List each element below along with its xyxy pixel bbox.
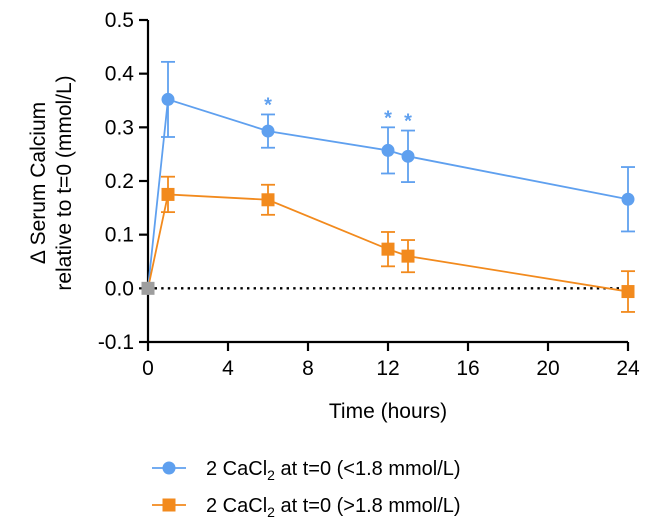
x-tick-label: 4 [222, 357, 234, 380]
x-tick-label: 0 [142, 357, 154, 380]
significance-star: * [384, 107, 392, 129]
data-point [161, 92, 175, 106]
legend: 2 CaCl2 at t=0 (<1.8 mmol/L) 2 CaCl2 at t… [152, 458, 461, 520]
legend-label: 2 CaCl2 at t=0 (<1.8 mmol/L) [206, 458, 461, 483]
y-tick-label: 0.1 [105, 224, 134, 247]
y-tick-label: 0.4 [105, 63, 135, 86]
data-point [381, 242, 395, 256]
x-tick-label: 12 [376, 357, 399, 380]
data-point [621, 285, 635, 299]
data-point [401, 249, 415, 263]
series-line [147, 98, 629, 289]
y-tick-label: 0.3 [105, 116, 134, 139]
y-tick-label: 0.2 [105, 170, 134, 193]
data-point [261, 124, 275, 138]
series-2 [141, 175, 635, 313]
series-line [147, 193, 629, 293]
x-tick-label: 24 [616, 357, 640, 380]
data-point [141, 281, 155, 295]
x-tick-label: 20 [536, 357, 559, 380]
y-tick-label: 0.0 [105, 277, 134, 300]
series-layer: * * * [141, 60, 635, 313]
y-axis-title: Δ Serum Calcium relative to t=0 (mmol/L) [27, 75, 76, 290]
y-axis-title-line2: relative to t=0 (mmol/L) [53, 75, 76, 290]
data-point [261, 193, 275, 207]
tick-labels: -0.1 0.0 0.1 0.2 0.3 0.4 0.5 0 4 8 12 16 20 24 [98, 9, 640, 380]
series-1: * * * [141, 60, 635, 295]
x-axis-title: Time (hours) [329, 400, 447, 423]
data-point [401, 149, 415, 163]
legend-marker-circle [162, 461, 176, 475]
y-tick-label: 0.5 [105, 9, 134, 32]
data-point [381, 143, 395, 157]
legend-item-1: 2 CaCl2 at t=0 (<1.8 mmol/L) [152, 458, 461, 483]
legend-item-2: 2 CaCl2 at t=0 (>1.8 mmol/L) [152, 495, 461, 520]
y-tick-label: -0.1 [98, 331, 134, 354]
significance-star: * [404, 111, 412, 133]
legend-label: 2 CaCl2 at t=0 (>1.8 mmol/L) [206, 495, 461, 520]
x-tick-label: 8 [302, 357, 314, 380]
legend-marker-square [162, 498, 176, 512]
significance-star: * [264, 94, 272, 116]
data-point [621, 192, 635, 206]
data-point [161, 187, 175, 201]
y-axis-title-line1: Δ Serum Calcium [27, 102, 50, 264]
x-tick-label: 16 [456, 357, 479, 380]
